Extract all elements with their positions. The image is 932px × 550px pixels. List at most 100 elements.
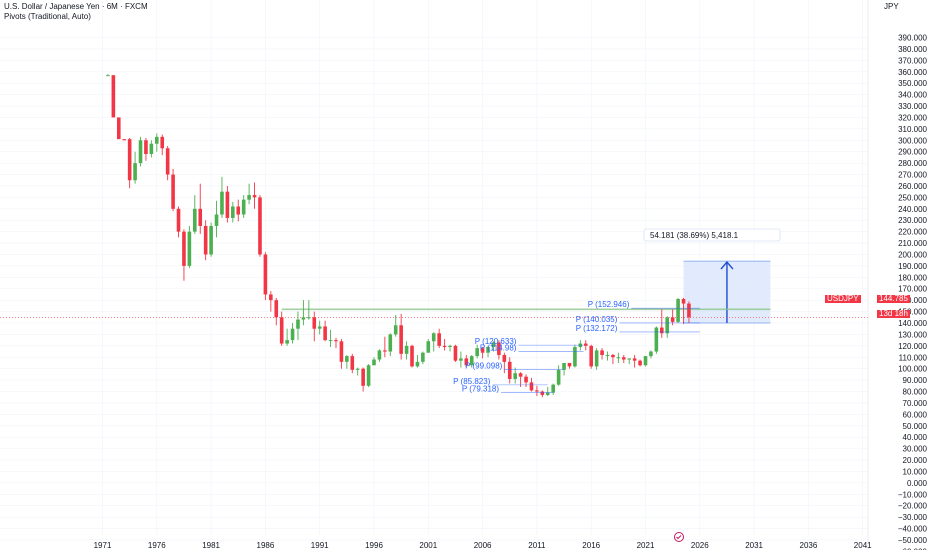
price-tick-label: 140.000: [898, 319, 927, 328]
price-axis-currency: JPY: [884, 2, 899, 11]
candle-body: [127, 139, 132, 181]
candle-body: [279, 317, 284, 344]
candle-up: [469, 354, 474, 368]
candle-up: [513, 367, 517, 384]
candle-body: [149, 143, 154, 154]
candle-body: [225, 191, 230, 218]
candle-body: [236, 206, 241, 215]
pivot-label: P (99.098): [465, 362, 503, 371]
candle-up: [431, 332, 436, 352]
candle-body: [361, 368, 365, 386]
time-axis[interactable]: 1971 1976 1981 1986 1991 1996 2001 2006 2011 2016…: [94, 541, 873, 550]
price-tick-label: 190.000: [898, 262, 927, 271]
price-tick-label: 10.000: [903, 467, 928, 476]
price-axis[interactable]: 390.000 380.000 370.000 360.000 350.000 340.0…: [867, 0, 928, 550]
price-tick-label: 370.000: [898, 56, 927, 65]
candle-down: [670, 309, 675, 326]
price-tick-label: 130.000: [898, 330, 927, 339]
candle-body: [638, 360, 642, 366]
candle-body: [437, 333, 441, 346]
candle-body: [421, 352, 425, 362]
candle-body: [377, 350, 382, 360]
candle-body: [328, 340, 333, 342]
price-tick-label: 110.000: [899, 353, 928, 362]
price-tick-label: −20.000: [898, 502, 928, 511]
candle-down: [600, 348, 604, 360]
candle-up: [486, 345, 490, 358]
candle-body: [659, 327, 664, 334]
candle-up: [459, 351, 463, 368]
time-tick-label: 2001: [419, 541, 437, 550]
candle-body: [621, 357, 626, 360]
price-tick-label: −50.000: [898, 536, 928, 545]
candle-down: [567, 362, 572, 369]
candle-body: [285, 340, 289, 344]
candle-body: [513, 373, 517, 379]
candle-body: [594, 350, 599, 367]
candle-body: [469, 356, 474, 366]
price-tick-label: 90.000: [903, 376, 928, 385]
time-tick-label: 2016: [582, 541, 600, 550]
candle-up: [296, 311, 300, 341]
price-tick-label: 60.000: [903, 410, 928, 419]
candle-body: [486, 346, 490, 353]
time-tick-label: 1981: [202, 541, 220, 550]
candle-body: [388, 334, 393, 352]
time-tick-label: 1976: [148, 541, 166, 550]
candle-body: [480, 348, 485, 353]
candle-down: [160, 134, 165, 156]
candle-down: [507, 357, 512, 384]
candle-down: [225, 185, 230, 223]
candle-down: [681, 297, 686, 325]
indicator-title[interactable]: Pivots (Traditional, Auto): [4, 12, 91, 21]
symbol-title[interactable]: U.S. Dollar / Japanese Yen · 6M · FXCM: [4, 2, 148, 11]
candle-body: [301, 317, 306, 320]
candle-down: [263, 252, 268, 301]
candle-body: [317, 326, 322, 329]
price-tick-label: −30.000: [898, 513, 928, 522]
candle-down: [350, 353, 355, 374]
chart-overlays: [0, 260, 868, 324]
candle-up: [328, 329, 333, 347]
candle-up: [377, 349, 382, 362]
candle-body: [670, 317, 675, 322]
candle-down: [611, 353, 615, 365]
candle-up: [247, 183, 251, 205]
candle-body: [676, 299, 680, 322]
pivot-label: P (140.035): [576, 315, 618, 324]
candle-body: [155, 136, 159, 144]
candle-down: [361, 367, 365, 392]
candle-body: [182, 231, 186, 266]
candle-down: [540, 390, 545, 398]
candle-body: [535, 390, 539, 392]
price-tick-label: 230.000: [898, 216, 927, 225]
candle-down: [589, 344, 593, 369]
candle-body: [415, 361, 420, 367]
price-tick-label: 210.000: [898, 239, 927, 248]
price-tick-label: −60.000: [898, 547, 928, 550]
time-tick-label: 2031: [745, 541, 763, 550]
candle-up: [388, 333, 393, 357]
candle-up: [665, 316, 670, 338]
candle-up: [627, 358, 632, 365]
candle-down: [252, 182, 257, 209]
candle-body: [431, 333, 436, 342]
price-tick-label: 350.000: [898, 79, 927, 88]
candle-down: [203, 220, 208, 261]
candle-up: [573, 344, 577, 368]
price-tick-label: 320.000: [898, 113, 927, 122]
candle-down: [410, 344, 414, 368]
candle-down: [464, 354, 469, 368]
price-tick-label: 270.000: [898, 171, 927, 180]
candle-down: [497, 340, 501, 360]
countdown-text: 13d 18h: [877, 309, 910, 318]
candle-up: [345, 354, 349, 369]
candle-body: [632, 358, 637, 361]
candle-down: [236, 199, 241, 222]
candle-up: [155, 133, 159, 152]
candle-down: [502, 352, 507, 374]
time-tick-label: 2036: [800, 541, 818, 550]
price-tick-label: 120.000: [898, 342, 927, 351]
candle-body: [258, 197, 262, 255]
